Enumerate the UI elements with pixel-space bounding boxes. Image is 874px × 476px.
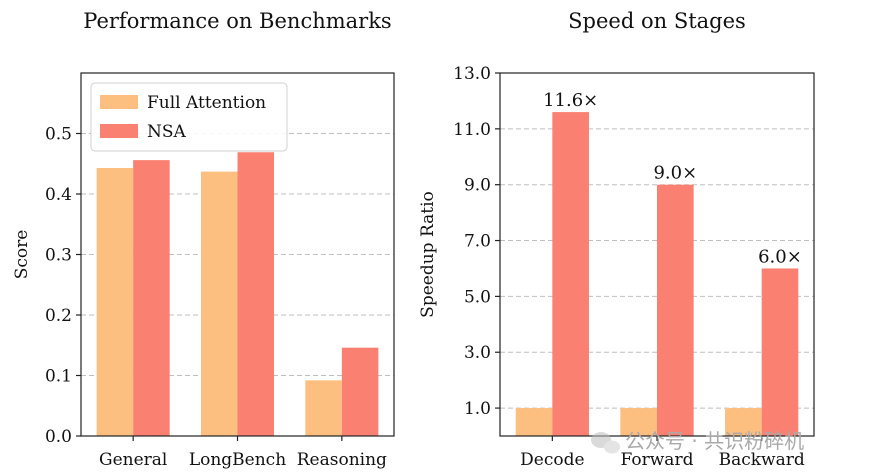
- bar: [620, 408, 657, 436]
- y-tick-label: 0.1: [45, 367, 72, 387]
- bar: [725, 408, 762, 436]
- y-tick-label: 0.2: [45, 306, 72, 326]
- y-tick-label: 0.4: [45, 185, 72, 205]
- y-tick-label: 1.0: [464, 399, 491, 419]
- y-tick-label: 0.3: [45, 246, 72, 266]
- x-tick-label: Backward: [719, 450, 805, 470]
- speed-chart: 11.6× 9.0× 6.0× 1.0 3.0 5.0 7.0 9.0 11.0 13.0 Deco…: [418, 9, 815, 470]
- chart-title: Speed on Stages: [568, 9, 746, 33]
- legend: Full Attention NSA: [90, 82, 288, 152]
- data-label: 6.0×: [758, 246, 802, 267]
- bar: [305, 380, 342, 436]
- x-tick-label: Reasoning: [297, 450, 387, 470]
- y-tick-label: 3.0: [464, 343, 491, 363]
- bar: [200, 171, 238, 437]
- legend-swatch: [100, 124, 138, 138]
- wechat-icon: [591, 432, 620, 454]
- bar: [552, 112, 589, 436]
- bar: [761, 268, 799, 436]
- legend-label: Full Attention: [147, 93, 266, 113]
- x-tick-label: LongBench: [189, 450, 286, 470]
- bar: [133, 160, 170, 436]
- y-tick-label: 11.0: [453, 120, 491, 140]
- y-tick-label: 0.5: [45, 125, 72, 145]
- y-tick-label: 5.0: [464, 287, 491, 307]
- x-tick-label: General: [99, 450, 167, 470]
- legend-swatch: [100, 95, 138, 109]
- bar: [96, 167, 134, 437]
- y-axis-label: Speedup Ratio: [418, 191, 438, 318]
- bar: [237, 152, 275, 436]
- y-tick-label: 7.0: [464, 232, 491, 252]
- data-label: 11.6×: [543, 90, 598, 111]
- watermark: 公众号 · 共识粉碎机: [591, 429, 804, 454]
- chart-title: Performance on Benchmarks: [83, 9, 391, 33]
- y-tick-label: 13.0: [453, 64, 491, 84]
- watermark-text: 公众号 · 共识粉碎机: [625, 429, 804, 453]
- legend-label: NSA: [147, 122, 187, 142]
- bar: [341, 347, 379, 436]
- legend-box: [90, 82, 288, 152]
- benchmark-chart: 0.0 0.1 0.2 0.3 0.4 0.5 General LongBench Reason…: [12, 9, 395, 470]
- y-tick-label: 9.0: [464, 176, 491, 196]
- bar: [657, 184, 694, 436]
- x-tick-label: Decode: [520, 450, 584, 470]
- x-tick-label: Forward: [621, 450, 694, 470]
- y-axis-label: Score: [12, 230, 32, 280]
- data-label: 9.0×: [653, 163, 697, 184]
- bar: [515, 408, 553, 436]
- y-tick-label: 0.0: [45, 427, 72, 447]
